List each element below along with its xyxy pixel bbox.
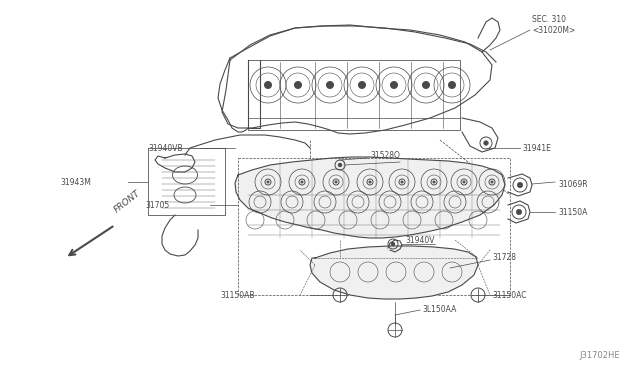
Text: SEC. 310
<31020M>: SEC. 310 <31020M> — [532, 15, 575, 35]
Text: 31705: 31705 — [145, 201, 169, 209]
Text: 3L150AA: 3L150AA — [422, 305, 456, 314]
Circle shape — [463, 181, 465, 183]
Circle shape — [335, 181, 337, 183]
Circle shape — [369, 181, 371, 183]
Text: 31941E: 31941E — [522, 144, 551, 153]
Text: 31150A: 31150A — [558, 208, 588, 217]
Text: 31069R: 31069R — [558, 180, 588, 189]
Circle shape — [267, 181, 269, 183]
Text: 31728: 31728 — [492, 253, 516, 263]
Text: 31943M: 31943M — [60, 177, 91, 186]
Circle shape — [326, 81, 334, 89]
Circle shape — [516, 209, 522, 215]
Circle shape — [294, 81, 302, 89]
Circle shape — [517, 182, 523, 188]
Circle shape — [301, 181, 303, 183]
Circle shape — [484, 141, 488, 145]
Circle shape — [491, 181, 493, 183]
Text: FRONT: FRONT — [112, 189, 142, 215]
Circle shape — [448, 81, 456, 89]
Circle shape — [358, 81, 366, 89]
Polygon shape — [310, 246, 478, 299]
Text: 31150AC: 31150AC — [492, 291, 527, 299]
Text: 31940VB: 31940VB — [148, 144, 182, 153]
Text: 31940V: 31940V — [405, 235, 435, 244]
Circle shape — [338, 163, 342, 167]
Circle shape — [433, 181, 435, 183]
Text: 31150AB: 31150AB — [221, 291, 255, 299]
Circle shape — [401, 181, 403, 183]
Polygon shape — [235, 157, 505, 238]
Circle shape — [391, 242, 395, 246]
Circle shape — [390, 81, 398, 89]
Text: 31528Q: 31528Q — [370, 151, 400, 160]
Circle shape — [264, 81, 272, 89]
Circle shape — [422, 81, 430, 89]
Text: J31702HE: J31702HE — [579, 351, 620, 360]
